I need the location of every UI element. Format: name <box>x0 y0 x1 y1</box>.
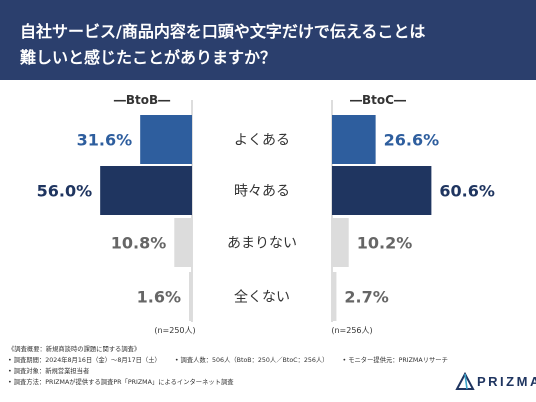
btoc-heading: ―BtoC― <box>350 93 406 107</box>
btoc-value-label-1: 60.6% <box>439 182 495 201</box>
prizma-logo-icon <box>455 372 475 390</box>
btob-value-label-0: 31.6% <box>77 131 133 150</box>
btob-value-label-1: 56.0% <box>37 182 93 201</box>
btob-sample-size: (n=250人) <box>154 326 195 335</box>
btob-value-label-2: 10.8% <box>111 234 167 253</box>
btoc-value-label-3: 2.7% <box>344 288 388 307</box>
btob-value-label-3: 1.6% <box>137 288 181 307</box>
survey-notes: 《調査概要：新規商談時の課題に関する調査》 • 調査期間：2024年8月16日（… <box>8 344 448 388</box>
btoc-sample-size: (n=256人) <box>331 326 372 335</box>
notes-method: • 調査方法：PRIZMAが提供する調査PR「PRIZMA」によるインターネット… <box>8 379 234 386</box>
btob-heading: ―BtoB― <box>114 93 170 107</box>
notes-target: • 調査対象：新規営業担当者 <box>8 368 90 375</box>
category-label-2: あまりない <box>227 236 297 252</box>
btob-bar-1 <box>100 166 192 215</box>
btoc-bar-0 <box>332 115 376 164</box>
notes-period: • 調査期間：2024年8月16日（金）〜8月17日（土） <box>8 357 161 364</box>
btoc-bar-2 <box>332 218 349 267</box>
btoc-value-label-2: 10.2% <box>357 234 413 253</box>
notes-provider: • モニター提供元：PRIZMAリサーチ <box>342 357 448 364</box>
btob-bar-0 <box>140 115 192 164</box>
prizma-logo: PRIZMA <box>455 372 536 394</box>
btoc-bar-1 <box>332 166 432 215</box>
btob-bar-2 <box>174 218 192 267</box>
title-line-2: 難しいと感じたことがありますか？ <box>20 48 277 67</box>
category-label-0: よくある <box>234 133 290 149</box>
notes-overview: 《調査概要：新規商談時の課題に関する調査》 <box>8 346 141 353</box>
category-label-3: 全くない <box>234 289 290 306</box>
title-line-1: 自社サービス/商品内容を口頭や文字だけで伝えることは <box>20 22 426 41</box>
notes-count: • 調査人数：506人（BtoB：250人／BtoC：256人） <box>174 357 329 364</box>
header-banner: 自社サービス/商品内容を口頭や文字だけで伝えることは 難しいと感じたことがありま… <box>0 0 536 80</box>
prizma-logo-text: PRIZMA <box>477 374 536 389</box>
category-label-1: 時々ある <box>234 184 290 200</box>
btoc-bar-3 <box>332 272 337 321</box>
btoc-value-label-0: 26.6% <box>384 131 440 150</box>
btob-bar-3 <box>189 272 192 321</box>
butterfly-bar-chart: ―BtoB― ―BtoC― 31.6% 26.6% よくある 56.0% 60.6% 時々ある… <box>37 93 495 335</box>
